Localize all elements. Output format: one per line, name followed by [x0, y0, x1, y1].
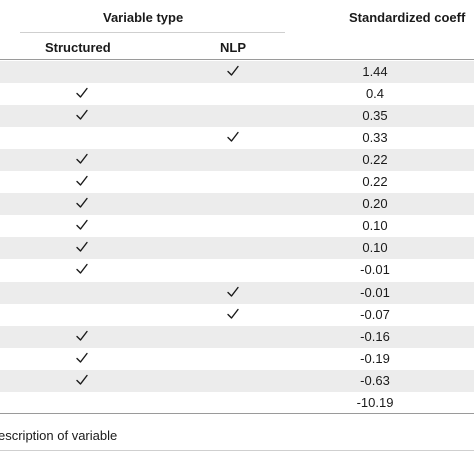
table-row: 0.20	[0, 193, 474, 218]
table-row: 0.22	[0, 171, 474, 193]
coefficient-cell: -0.07	[360, 306, 390, 322]
coefficient-cell: -10.19	[356, 394, 394, 410]
nlp-checkmark-icon	[226, 61, 246, 86]
structured-checkmark-icon	[75, 193, 95, 218]
footnote-rule	[0, 450, 474, 451]
coefficient-cell: 0.35	[362, 108, 388, 124]
header-group-divider	[20, 32, 285, 33]
table-row: 0.10	[0, 237, 474, 262]
table-row: -0.01	[0, 281, 474, 307]
coefficient-cell: 0.20	[362, 196, 388, 212]
table-row: -0.07	[0, 304, 474, 326]
structured-checkmark-icon	[75, 105, 95, 130]
coefficient-cell: -0.16	[360, 328, 390, 344]
structured-checkmark-icon	[75, 326, 95, 351]
table-row: -0.01	[0, 259, 474, 281]
nlp-checkmark-icon	[226, 304, 246, 329]
coefficient-cell: -0.63	[360, 372, 390, 388]
table-footnote: escription of variable	[0, 428, 118, 443]
structured-header: Structured	[45, 40, 111, 55]
nlp-checkmark-icon	[226, 127, 246, 152]
structured-checkmark-icon	[75, 149, 95, 174]
coefficient-cell: 0.22	[362, 174, 388, 190]
structured-checkmark-icon	[75, 171, 95, 196]
coefficient-cell: 0.10	[362, 218, 388, 234]
coefficient-header: Standardized coeff	[349, 10, 466, 25]
table-row: -10.19	[0, 392, 474, 414]
variable-type-header: Variable type	[103, 10, 184, 25]
structured-checkmark-icon	[75, 370, 95, 395]
table-row: -0.63	[0, 369, 474, 395]
nlp-header: NLP	[220, 40, 246, 55]
coefficient-cell: -0.01	[360, 262, 390, 278]
structured-checkmark-icon	[75, 83, 95, 108]
coefficient-cell: 0.33	[362, 130, 388, 146]
coefficient-cell: -0.01	[360, 284, 390, 300]
nlp-checkmark-icon	[226, 282, 246, 307]
coefficient-cell: 0.4	[365, 86, 385, 102]
table-row: -0.16	[0, 325, 474, 351]
table-bottom-rule	[0, 413, 474, 414]
table-row: -0.19	[0, 348, 474, 370]
header-bottom-rule	[0, 59, 474, 60]
table-row: 1.44	[0, 61, 474, 83]
structured-checkmark-icon	[75, 259, 95, 284]
table-row: 0.4	[0, 83, 474, 105]
coefficient-cell: 0.22	[362, 152, 388, 168]
table-row: 0.10	[0, 215, 474, 237]
table-row: 0.35	[0, 105, 474, 130]
coefficient-cell: 1.44	[362, 64, 388, 79]
table-row: 0.22	[0, 149, 474, 174]
structured-checkmark-icon	[75, 215, 95, 240]
structured-checkmark-icon	[75, 237, 95, 262]
structured-checkmark-icon	[75, 348, 95, 373]
coefficient-cell: 0.10	[362, 240, 388, 256]
table-row: 0.33	[0, 127, 474, 149]
coefficient-cell: -0.19	[360, 350, 390, 366]
